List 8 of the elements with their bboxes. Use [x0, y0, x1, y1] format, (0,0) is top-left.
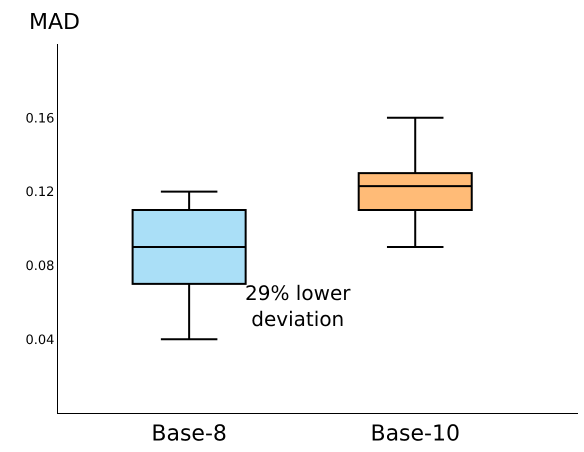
x-tick-label: Base-8 [151, 421, 227, 446]
y-tick-label: 0.08 [25, 258, 54, 274]
annotation: 29% lower deviation [245, 281, 352, 331]
y-tick-label: 0.04 [25, 332, 54, 348]
y-tick-label: 0.12 [25, 185, 54, 200]
y-axis-title: MAD [29, 10, 80, 35]
y-tick-label: 0.16 [25, 111, 54, 126]
x-tick-label: Base-10 [370, 421, 460, 446]
